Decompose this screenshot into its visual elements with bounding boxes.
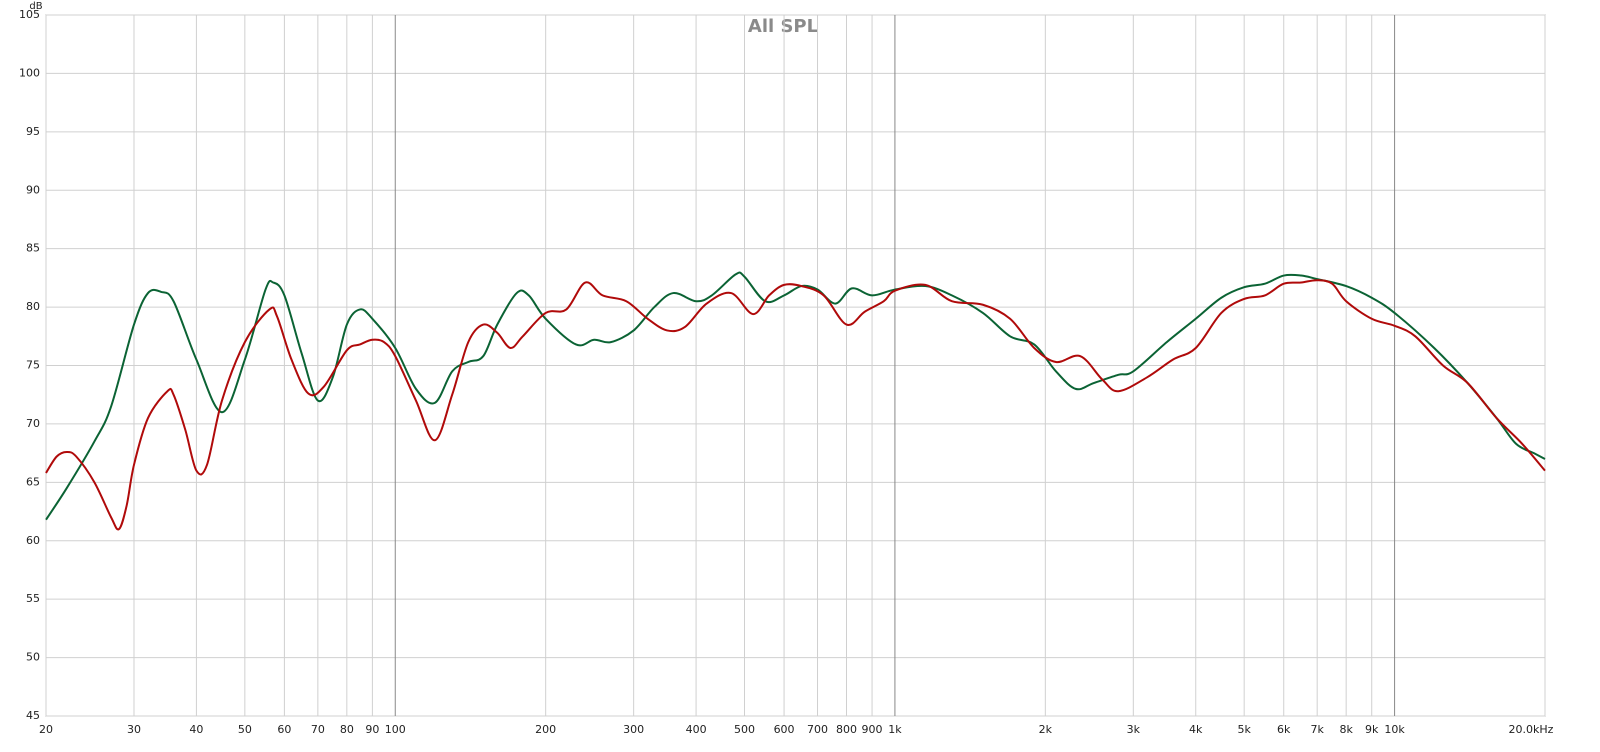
y-tick-label: 100	[19, 66, 40, 79]
chart-title: All SPL	[748, 16, 818, 37]
y-tick-label: 85	[26, 242, 40, 255]
x-tick-label: 700	[807, 723, 828, 736]
x-tick-label: 30	[127, 723, 141, 736]
x-tick-label: 80	[340, 723, 354, 736]
y-tick-label: 55	[26, 592, 40, 605]
x-tick-label: 200	[535, 723, 556, 736]
y-axis-label: dB	[29, 1, 42, 12]
x-tick-label: 2k	[1039, 723, 1053, 736]
x-tick-label: 40	[189, 723, 203, 736]
x-tick-label: 20	[39, 723, 53, 736]
y-tick-label: 90	[26, 183, 40, 196]
y-tick-label: 70	[26, 417, 40, 430]
series-line	[45, 279, 1546, 531]
y-tick-label: 50	[26, 651, 40, 664]
x-tick-label: 20.0kHz	[1509, 723, 1554, 736]
y-tick-label: 75	[26, 359, 40, 372]
x-tick-label: 1k	[888, 723, 902, 736]
x-tick-label: 900	[862, 723, 883, 736]
series-line	[45, 271, 1546, 521]
y-tick-label: 95	[26, 125, 40, 138]
x-tick-label: 8k	[1339, 723, 1353, 736]
x-tick-label: 500	[734, 723, 755, 736]
x-tick-label: 90	[365, 723, 379, 736]
x-tick-label: 4k	[1189, 723, 1203, 736]
x-tick-label: 70	[311, 723, 325, 736]
y-tick-label: 60	[26, 534, 40, 547]
x-tick-label: 9k	[1365, 723, 1379, 736]
x-tick-label: 400	[686, 723, 707, 736]
x-tick-label: 7k	[1310, 723, 1324, 736]
x-tick-label: 5k	[1237, 723, 1251, 736]
x-tick-label: 60	[277, 723, 291, 736]
x-tick-label: 3k	[1127, 723, 1141, 736]
x-tick-label: 50	[238, 723, 252, 736]
x-tick-label: 100	[385, 723, 406, 736]
x-tick-label: 6k	[1277, 723, 1291, 736]
y-tick-label: 65	[26, 475, 40, 488]
y-tick-label: 45	[26, 709, 40, 722]
y-tick-label: 80	[26, 300, 40, 313]
x-tick-label: 10k	[1384, 723, 1405, 736]
y-tick-label: 105	[19, 8, 40, 21]
x-tick-label: 600	[774, 723, 795, 736]
x-tick-label: 800	[836, 723, 857, 736]
x-tick-label: 300	[623, 723, 644, 736]
